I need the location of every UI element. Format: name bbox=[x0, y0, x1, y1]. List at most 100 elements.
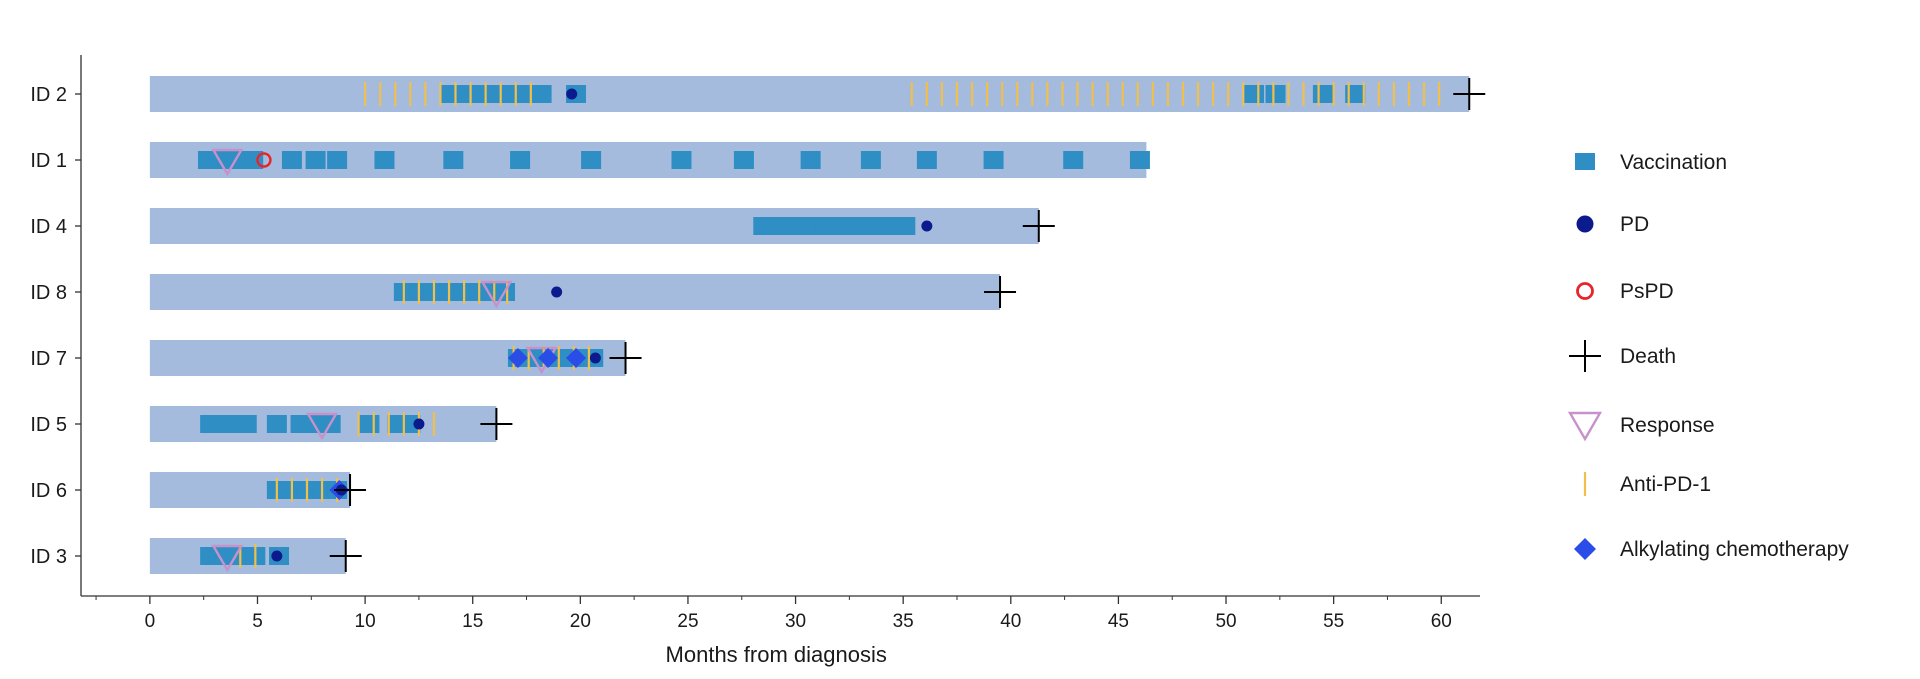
legend: Vaccination PD PsPD Death Response Anti-PD-1 A… bbox=[1567, 151, 1849, 561]
alkylating-marker bbox=[1574, 538, 1596, 560]
vaccination-marker bbox=[305, 151, 326, 169]
vaccination-marker bbox=[236, 415, 257, 433]
death-marker bbox=[329, 540, 362, 572]
vaccination-marker bbox=[213, 151, 234, 169]
legend-item-anti-pd1: Anti-PD-1 bbox=[1583, 472, 1711, 496]
patient-label: ID 7 bbox=[30, 348, 67, 370]
legend-item-alkylating: Alkylating chemotherapy bbox=[1574, 538, 1849, 561]
x-tick-label: 50 bbox=[1215, 611, 1236, 632]
legend-label: Alkylating chemotherapy bbox=[1620, 538, 1849, 561]
vaccination-marker bbox=[865, 217, 886, 235]
vaccination-marker bbox=[531, 85, 552, 103]
vaccination-marker bbox=[798, 217, 819, 235]
response-marker bbox=[211, 148, 244, 177]
vaccination-marker bbox=[1063, 151, 1084, 169]
alkylating-marker bbox=[538, 348, 559, 368]
legend-label: Anti-PD-1 bbox=[1620, 473, 1711, 496]
patient-label: ID 3 bbox=[30, 546, 67, 568]
x-tick-label: 40 bbox=[1000, 611, 1021, 632]
death-marker bbox=[1569, 340, 1601, 372]
vaccination-marker bbox=[1265, 85, 1286, 103]
alkylating-marker bbox=[507, 348, 528, 368]
vaccination-marker bbox=[880, 217, 901, 235]
vaccination-marker bbox=[215, 547, 236, 565]
x-tick-label: 55 bbox=[1323, 611, 1344, 632]
x-tick-label: 5 bbox=[252, 611, 263, 632]
vaccination-marker bbox=[671, 151, 692, 169]
pd-marker bbox=[413, 418, 425, 430]
response-marker bbox=[480, 280, 513, 309]
x-tick-label: 60 bbox=[1431, 611, 1452, 632]
alkylating-marker bbox=[566, 348, 587, 368]
vaccination-marker bbox=[860, 151, 881, 169]
death-marker bbox=[480, 408, 513, 440]
x-tick-label: 35 bbox=[893, 611, 914, 632]
vaccination-marker bbox=[197, 151, 218, 169]
vaccination-marker bbox=[359, 415, 380, 433]
legend-label: Response bbox=[1620, 414, 1715, 437]
vaccination-marker bbox=[753, 217, 774, 235]
vaccination-marker bbox=[800, 151, 821, 169]
pd-marker bbox=[551, 286, 563, 298]
patient-label: ID 8 bbox=[30, 282, 67, 304]
vaccination-marker bbox=[768, 217, 789, 235]
vaccination-marker bbox=[1575, 153, 1595, 170]
death-marker bbox=[984, 276, 1017, 308]
response-marker bbox=[305, 412, 339, 441]
legend-label: PD bbox=[1620, 213, 1649, 236]
pspd-marker bbox=[256, 152, 272, 168]
pd-marker bbox=[921, 220, 933, 232]
patient-row-id-6: ID 6 bbox=[30, 472, 367, 508]
vaccination-marker bbox=[1244, 85, 1265, 103]
legend-label: Death bbox=[1620, 345, 1676, 368]
legend-item-death: Death bbox=[1569, 340, 1676, 372]
vaccination-marker bbox=[510, 151, 531, 169]
patient-row-id-2: ID 2 bbox=[30, 76, 1486, 112]
patient-row-id-5: ID 5 bbox=[30, 406, 513, 442]
patient-label: ID 5 bbox=[30, 414, 67, 436]
pd-marker bbox=[566, 88, 578, 100]
response-marker bbox=[1567, 411, 1603, 442]
vaccination-marker bbox=[1312, 85, 1333, 103]
death-marker bbox=[609, 342, 642, 374]
x-tick-label: 30 bbox=[785, 611, 806, 632]
death-marker bbox=[1453, 78, 1486, 110]
patient-label: ID 4 bbox=[30, 216, 67, 238]
vaccination-marker bbox=[815, 217, 836, 235]
patient-label: ID 1 bbox=[30, 150, 67, 172]
vaccination-marker bbox=[835, 217, 856, 235]
axes: 0 5 10 15 20 25 30 35 40 45 50 55 60 Months from diag… bbox=[80, 55, 1480, 667]
vaccination-marker bbox=[266, 415, 287, 433]
x-tick-label: 15 bbox=[462, 611, 483, 632]
patient-label: ID 6 bbox=[30, 480, 67, 502]
x-tick-label: 20 bbox=[570, 611, 591, 632]
death-marker bbox=[334, 474, 367, 506]
patient-row-id-1: ID 1 bbox=[30, 142, 1150, 178]
vaccination-marker bbox=[281, 151, 302, 169]
vaccination-marker bbox=[916, 151, 937, 169]
x-tick-label: 25 bbox=[677, 611, 698, 632]
treatment-bar bbox=[149, 274, 1001, 310]
vaccination-marker bbox=[1129, 151, 1150, 169]
patient-label: ID 2 bbox=[30, 84, 67, 106]
vaccination-marker bbox=[733, 151, 754, 169]
vaccination-marker bbox=[200, 547, 221, 565]
pd-marker bbox=[1576, 215, 1594, 233]
x-axis-label: Months from diagnosis bbox=[666, 642, 887, 667]
response-marker bbox=[211, 544, 244, 573]
legend-item-vaccination: Vaccination bbox=[1575, 151, 1727, 174]
vaccination-marker bbox=[400, 415, 421, 433]
x-tick-label: 0 bbox=[145, 611, 156, 632]
patient-row-id-4: ID 4 bbox=[30, 208, 1055, 244]
legend-item-pd: PD bbox=[1576, 213, 1649, 236]
x-tick-label: 10 bbox=[355, 611, 376, 632]
death-marker bbox=[1022, 210, 1055, 242]
pd-marker bbox=[589, 352, 601, 364]
pspd-marker bbox=[1576, 282, 1594, 300]
legend-label: Vaccination bbox=[1620, 151, 1727, 174]
legend-label: PsPD bbox=[1620, 280, 1674, 303]
vaccination-marker bbox=[895, 217, 916, 235]
vaccination-marker bbox=[1345, 85, 1366, 103]
vaccination-marker bbox=[290, 415, 311, 433]
